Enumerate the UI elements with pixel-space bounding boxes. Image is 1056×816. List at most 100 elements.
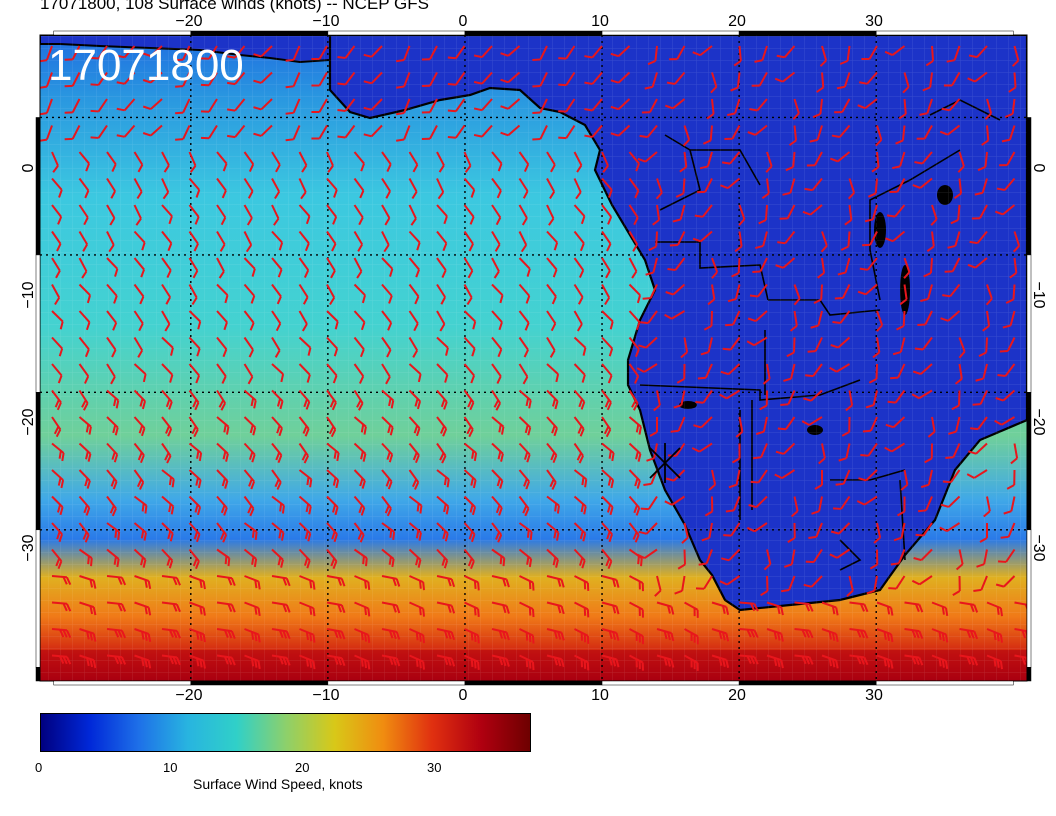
wind-barb <box>752 257 768 274</box>
date-stamp: 17071800 <box>48 41 244 90</box>
wind-barb <box>161 257 172 278</box>
wind-barb <box>887 389 906 404</box>
lon-label: 0 <box>459 13 468 30</box>
wind-barb <box>463 336 476 357</box>
wind-barb <box>720 363 741 376</box>
wind-barb <box>669 231 686 247</box>
wind-barb <box>518 257 531 277</box>
wind-barb <box>326 654 346 667</box>
wind-barb <box>518 389 532 409</box>
wind-barb <box>574 575 590 591</box>
frame-ticks <box>35 30 1032 686</box>
wind-barb <box>381 601 401 614</box>
wind-barb <box>353 257 363 279</box>
wind-barb <box>546 469 557 490</box>
wind-barb <box>381 495 392 517</box>
wind-barb <box>106 283 118 304</box>
wind-barb <box>948 416 961 435</box>
wind-barb <box>911 575 933 586</box>
wind-barb <box>106 601 127 612</box>
wind-barb <box>725 310 741 327</box>
wind-barb <box>558 45 576 60</box>
wind-barb <box>175 72 191 88</box>
wind-barb <box>573 336 587 356</box>
wind-barb <box>999 337 1016 353</box>
wind-barb <box>628 363 640 384</box>
wind-barb <box>142 45 163 57</box>
wind-barb <box>628 495 641 516</box>
wind-barb <box>436 363 449 383</box>
wind-barb <box>78 257 88 279</box>
wind-barb <box>645 257 658 276</box>
wind-barb <box>244 601 261 616</box>
wind-barb <box>161 416 173 437</box>
wind-barb <box>1003 496 1016 515</box>
frame-tick <box>464 30 603 36</box>
wind-barb <box>491 575 510 588</box>
frame-tick <box>1026 667 1032 682</box>
wind-barb <box>106 442 119 463</box>
wind-barb <box>79 575 97 589</box>
wind-barb <box>774 469 796 480</box>
wind-barb <box>408 336 419 358</box>
wind-barb <box>930 204 938 226</box>
wind-barb <box>723 522 741 537</box>
wind-barb <box>984 98 993 120</box>
wind-barb <box>546 522 560 541</box>
lat-label: 0 <box>20 163 37 172</box>
wind-barb <box>133 495 148 514</box>
wind-barb <box>861 45 878 60</box>
wind-barb <box>779 204 796 220</box>
wind-barb <box>782 178 796 196</box>
wind-barb <box>628 416 642 435</box>
wind-barb <box>78 548 93 567</box>
wind-barb <box>299 628 316 643</box>
wind-barb <box>924 443 933 464</box>
wind-barb <box>725 496 741 513</box>
wind-barb <box>655 178 663 200</box>
wind-barb <box>629 601 644 618</box>
wind-barb <box>931 601 949 616</box>
wind-barb <box>64 72 81 88</box>
wind-barb <box>849 628 869 639</box>
wind-barb <box>161 336 174 356</box>
wind-barb <box>700 337 713 356</box>
wind-barb <box>253 124 273 137</box>
wind-barb <box>396 125 411 142</box>
wind-barb <box>628 177 640 199</box>
wind-barb <box>546 628 565 641</box>
wind-barb <box>381 442 394 463</box>
wind-barb <box>133 469 145 490</box>
wind-barb <box>408 416 421 437</box>
wind-barb <box>491 495 503 516</box>
wind-barb <box>298 442 309 464</box>
wind-barb <box>188 284 198 306</box>
wind-barb <box>959 601 979 613</box>
wind-barb <box>298 469 313 488</box>
wind-barb <box>640 310 658 325</box>
wind-barb <box>436 336 449 356</box>
wind-barb <box>491 548 506 567</box>
wind-barb <box>408 442 420 464</box>
wind-barb <box>491 230 501 252</box>
wind-barb <box>491 336 503 358</box>
wind-barb <box>116 98 136 112</box>
wind-barb <box>628 310 641 331</box>
wind-barb <box>216 628 236 639</box>
wind-barb <box>161 522 174 542</box>
wind-barb <box>873 522 882 544</box>
wind-barb <box>298 416 310 437</box>
wind-barb <box>518 522 533 540</box>
wind-barb <box>982 310 991 332</box>
lat-label: −30 <box>20 534 37 561</box>
wind-barb <box>464 575 480 591</box>
wind-barb <box>574 654 590 671</box>
wind-barb <box>216 416 230 435</box>
wind-barb <box>298 204 311 225</box>
wind-barb <box>746 336 768 347</box>
wind-barb <box>532 98 548 115</box>
wind-barb <box>601 284 611 306</box>
wind-barb <box>200 71 218 87</box>
wind-barb <box>216 442 229 462</box>
